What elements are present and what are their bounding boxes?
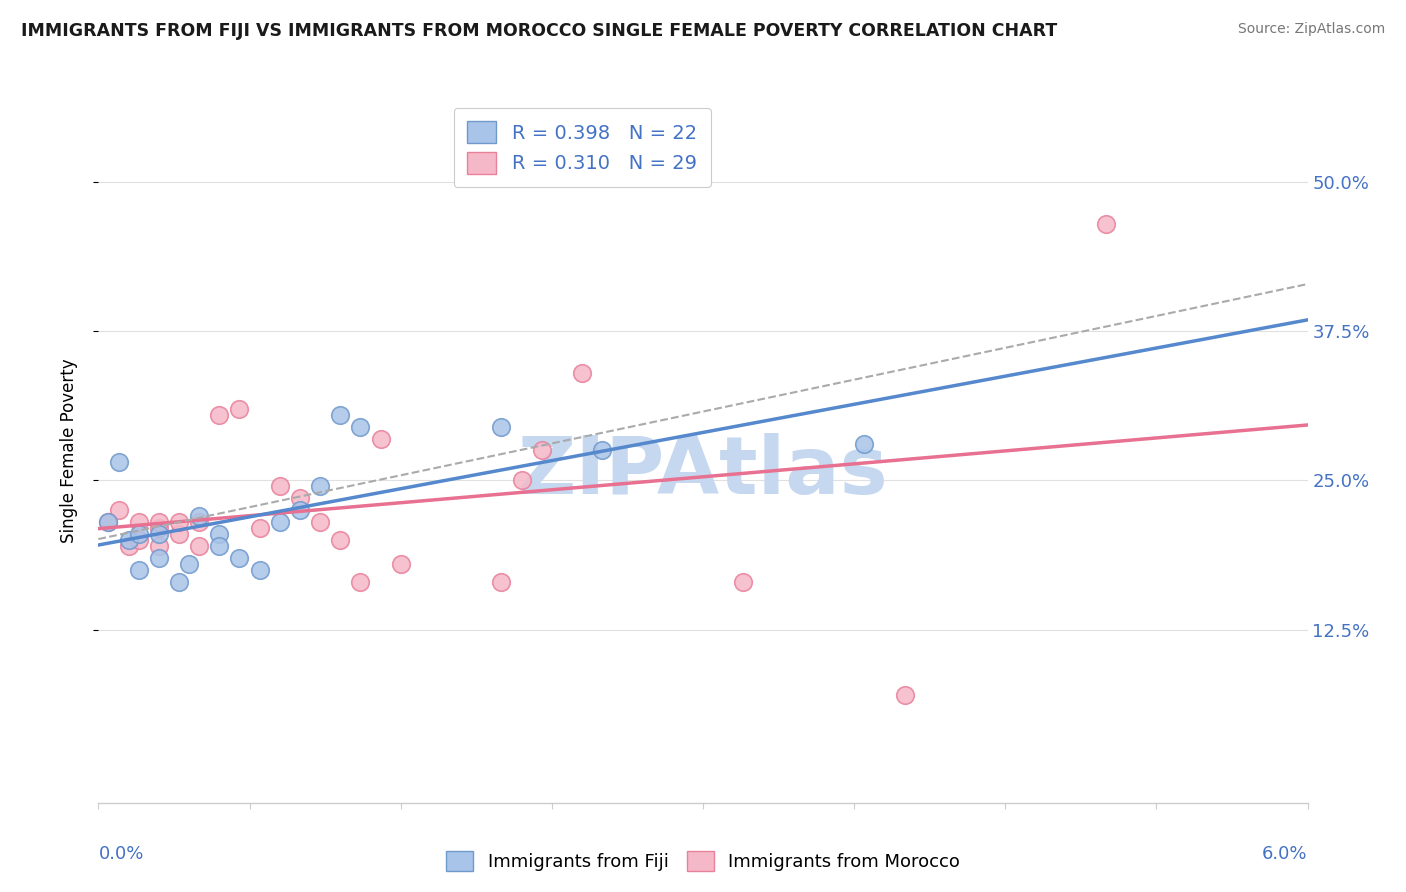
Point	[349, 419, 371, 434]
Point	[491, 419, 513, 434]
Point	[167, 574, 190, 589]
Point	[97, 515, 120, 529]
Point	[107, 503, 129, 517]
Point	[128, 533, 150, 547]
Text: 6.0%: 6.0%	[1263, 845, 1308, 863]
Text: ZIPAtlas: ZIPAtlas	[517, 433, 889, 510]
Point	[167, 527, 190, 541]
Point	[249, 563, 271, 577]
Point	[288, 491, 311, 506]
Point	[148, 515, 170, 529]
Point	[893, 688, 915, 702]
Point	[167, 515, 190, 529]
Point	[269, 515, 291, 529]
Point	[118, 533, 141, 547]
Point	[329, 408, 352, 422]
Point	[530, 443, 553, 458]
Point	[733, 574, 755, 589]
Point	[309, 515, 332, 529]
Point	[853, 437, 876, 451]
Point	[128, 515, 150, 529]
Point	[208, 408, 231, 422]
Legend: Immigrants from Fiji, Immigrants from Morocco: Immigrants from Fiji, Immigrants from Mo…	[439, 844, 967, 879]
Point	[249, 521, 271, 535]
Point	[148, 527, 170, 541]
Text: Source: ZipAtlas.com: Source: ZipAtlas.com	[1237, 22, 1385, 37]
Point	[329, 533, 352, 547]
Point	[148, 551, 170, 566]
Point	[591, 443, 613, 458]
Point	[228, 401, 250, 416]
Point	[148, 539, 170, 553]
Point	[491, 574, 513, 589]
Point	[228, 551, 250, 566]
Point	[349, 574, 371, 589]
Legend: R = 0.398   N = 22, R = 0.310   N = 29: R = 0.398 N = 22, R = 0.310 N = 29	[454, 108, 710, 187]
Point	[128, 527, 150, 541]
Point	[269, 479, 291, 493]
Point	[370, 432, 392, 446]
Point	[288, 503, 311, 517]
Point	[510, 473, 533, 487]
Point	[179, 557, 201, 571]
Point	[188, 515, 211, 529]
Point	[188, 539, 211, 553]
Point	[188, 509, 211, 524]
Y-axis label: Single Female Poverty: Single Female Poverty	[59, 359, 77, 542]
Point	[571, 366, 593, 380]
Point	[309, 479, 332, 493]
Point	[128, 563, 150, 577]
Point	[1095, 217, 1118, 231]
Text: IMMIGRANTS FROM FIJI VS IMMIGRANTS FROM MOROCCO SINGLE FEMALE POVERTY CORRELATIO: IMMIGRANTS FROM FIJI VS IMMIGRANTS FROM …	[21, 22, 1057, 40]
Point	[389, 557, 412, 571]
Point	[208, 539, 231, 553]
Point	[148, 521, 170, 535]
Point	[208, 527, 231, 541]
Point	[107, 455, 129, 469]
Point	[118, 539, 141, 553]
Text: 0.0%: 0.0%	[98, 845, 143, 863]
Point	[97, 515, 120, 529]
